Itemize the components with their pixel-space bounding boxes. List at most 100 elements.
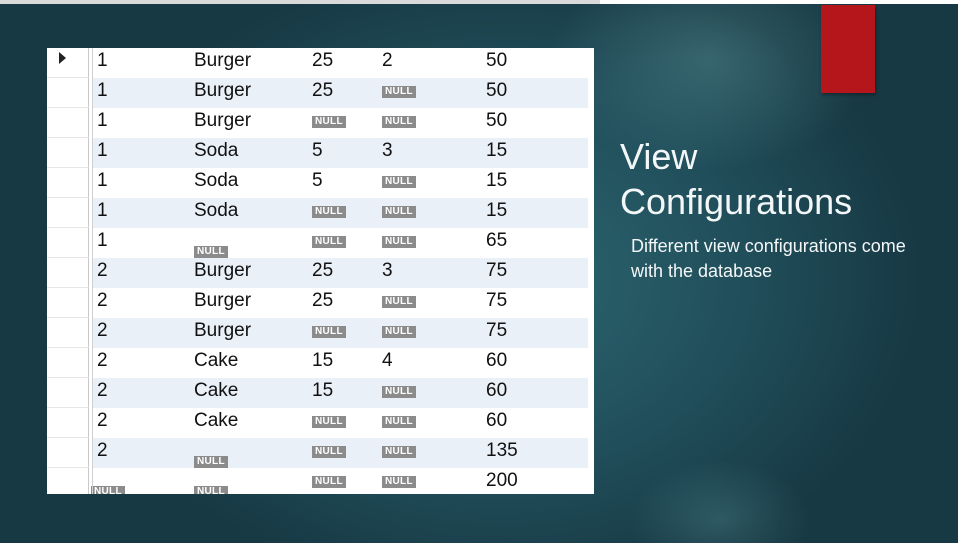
table-cell[interactable]: 50: [486, 50, 508, 71]
row-selector[interactable]: [47, 78, 89, 108]
table-cell[interactable]: 2: [382, 50, 393, 71]
table-row[interactable]: 1 Soda NULL NULL 15: [47, 198, 594, 228]
table-cell[interactable]: Soda: [194, 200, 239, 221]
table-cell[interactable]: 1: [97, 200, 108, 221]
table-cell[interactable]: NULL: [194, 448, 228, 470]
table-row[interactable]: 1 Burger NULL NULL 50: [47, 108, 594, 138]
table-row[interactable]: 1 NULL NULL NULL 65: [47, 228, 594, 258]
row-selector[interactable]: [47, 138, 89, 168]
table-cell[interactable]: 3: [382, 140, 393, 161]
table-cell[interactable]: NULL: [194, 238, 228, 260]
table-cell[interactable]: NULL: [382, 168, 416, 190]
table-cell[interactable]: 5: [312, 170, 323, 191]
table-cell[interactable]: 2: [97, 380, 108, 401]
table-row[interactable]: 2 Burger 25 NULL 75: [47, 288, 594, 318]
table-cell[interactable]: Soda: [194, 170, 239, 191]
table-cell[interactable]: 60: [486, 410, 508, 431]
table-cell[interactable]: 60: [486, 380, 508, 401]
row-selector[interactable]: [47, 318, 89, 348]
row-selector[interactable]: [47, 108, 89, 138]
table-cell[interactable]: NULL: [382, 378, 416, 400]
row-selector[interactable]: [47, 348, 89, 378]
table-cell[interactable]: 200: [486, 470, 518, 491]
table-cell[interactable]: 15: [312, 380, 334, 401]
table-cell[interactable]: Burger: [194, 320, 252, 341]
table-cell[interactable]: NULL: [382, 108, 416, 130]
table-cell[interactable]: NULL: [312, 438, 346, 460]
table-row[interactable]: 1 Soda 5 3 15: [47, 138, 594, 168]
table-cell[interactable]: 135: [486, 440, 518, 461]
table-cell[interactable]: Burger: [194, 50, 252, 71]
table-cell[interactable]: NULL: [382, 438, 416, 460]
table-cell[interactable]: 50: [486, 80, 508, 101]
table-cell[interactable]: NULL: [312, 228, 346, 250]
row-selector[interactable]: [47, 378, 89, 408]
table-cell[interactable]: 60: [486, 350, 508, 371]
table-row[interactable]: 2 Cake 15 4 60: [47, 348, 594, 378]
table-cell[interactable]: Burger: [194, 260, 252, 281]
table-row[interactable]: 2 Burger 25 3 75: [47, 258, 594, 288]
table-cell[interactable]: 75: [486, 290, 508, 311]
table-row[interactable]: 1 Soda 5 NULL 15: [47, 168, 594, 198]
table-cell[interactable]: 75: [486, 260, 508, 281]
table-cell[interactable]: 5: [312, 140, 323, 161]
table-cell[interactable]: 15: [312, 350, 334, 371]
table-cell[interactable]: Burger: [194, 110, 252, 131]
table-row[interactable]: 2 NULL NULL NULL 135: [47, 438, 594, 468]
table-row[interactable]: 2 Cake NULL NULL 60: [47, 408, 594, 438]
table-cell[interactable]: 4: [382, 350, 393, 371]
table-cell[interactable]: NULL: [312, 408, 346, 430]
table-row[interactable]: 1 Burger 25 NULL 50: [47, 78, 594, 108]
table-cell[interactable]: NULL: [382, 288, 416, 310]
table-cell[interactable]: NULL: [194, 478, 228, 494]
table-cell[interactable]: NULL: [382, 198, 416, 220]
table-cell[interactable]: 65: [486, 230, 508, 251]
table-cell[interactable]: NULL: [382, 468, 416, 490]
table-cell[interactable]: 2: [97, 290, 108, 311]
table-cell[interactable]: Soda: [194, 140, 239, 161]
table-cell[interactable]: NULL: [312, 468, 346, 490]
table-row[interactable]: 2 Cake 15 NULL 60: [47, 378, 594, 408]
table-cell[interactable]: 1: [97, 140, 108, 161]
table-cell[interactable]: Cake: [194, 410, 239, 431]
row-selector[interactable]: [47, 168, 89, 198]
table-cell[interactable]: NULL: [312, 108, 346, 130]
table-cell[interactable]: 15: [486, 140, 508, 161]
table-cell[interactable]: NULL: [382, 228, 416, 250]
table-cell[interactable]: NULL: [382, 408, 416, 430]
table-cell[interactable]: 2: [97, 350, 108, 371]
table-cell[interactable]: 25: [312, 290, 334, 311]
table-cell[interactable]: NULL: [91, 478, 125, 494]
table-cell[interactable]: Burger: [194, 290, 252, 311]
table-cell[interactable]: 50: [486, 110, 508, 131]
table-cell[interactable]: NULL: [312, 318, 346, 340]
table-cell[interactable]: 1: [97, 170, 108, 191]
row-selector[interactable]: [47, 438, 89, 468]
table-row[interactable]: 1 Burger 25 2 50: [47, 48, 594, 78]
row-selector[interactable]: [47, 408, 89, 438]
table-cell[interactable]: 1: [97, 230, 108, 251]
table-cell[interactable]: Cake: [194, 350, 239, 371]
table-cell[interactable]: 25: [312, 80, 334, 101]
table-cell[interactable]: 2: [97, 320, 108, 341]
table-cell[interactable]: 15: [486, 170, 508, 191]
table-cell[interactable]: 1: [97, 110, 108, 131]
table-cell[interactable]: 1: [97, 80, 108, 101]
row-selector[interactable]: [47, 228, 89, 258]
table-cell[interactable]: 15: [486, 200, 508, 221]
row-selector[interactable]: [47, 48, 89, 78]
table-cell[interactable]: Cake: [194, 380, 239, 401]
table-cell[interactable]: 25: [312, 260, 334, 281]
table-row[interactable]: NULL NULL NULL NULL 200: [47, 468, 594, 494]
table-cell[interactable]: Burger: [194, 80, 252, 101]
row-selector[interactable]: [47, 288, 89, 318]
table-cell[interactable]: NULL: [312, 198, 346, 220]
row-selector[interactable]: [47, 198, 89, 228]
table-cell[interactable]: NULL: [382, 318, 416, 340]
table-cell[interactable]: 2: [97, 440, 108, 461]
table-cell[interactable]: 75: [486, 320, 508, 341]
table-cell[interactable]: 1: [97, 50, 108, 71]
row-selector[interactable]: [47, 258, 89, 288]
table-cell[interactable]: 2: [97, 260, 108, 281]
table-row[interactable]: 2 Burger NULL NULL 75: [47, 318, 594, 348]
